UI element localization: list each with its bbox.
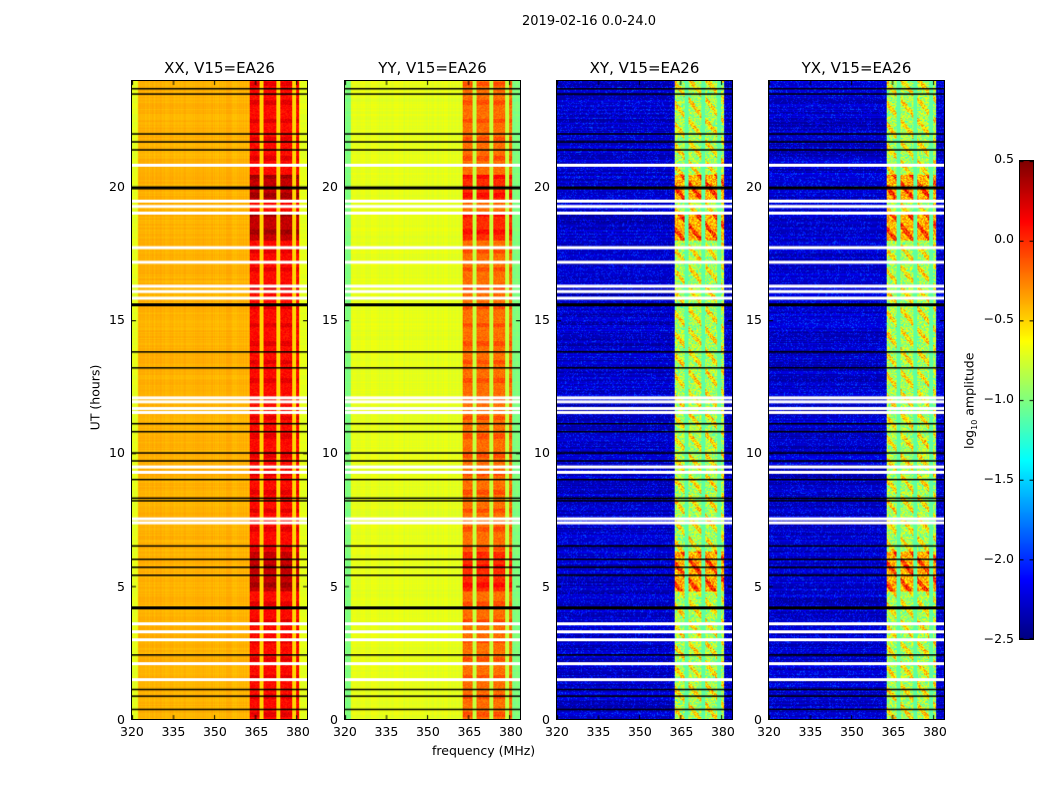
y-tick-label: 0 (542, 712, 550, 727)
x-tick-label: 380 (710, 724, 735, 739)
colorbar-tick-label: −2.0 (983, 551, 1014, 566)
colorbar-tick-label: −0.5 (983, 311, 1014, 326)
x-tick-label: 320 (757, 724, 781, 739)
y-tick-label: 5 (330, 578, 338, 594)
y-tick-label: 0 (117, 712, 125, 727)
y-tick-label: 20 (746, 178, 762, 194)
y-tick-label: 5 (754, 578, 762, 594)
colorbar-label: log10 amplitude (961, 352, 979, 449)
y-tick-label: 0 (330, 712, 338, 727)
x-tick-label: 350 (839, 724, 864, 739)
figure-title: 2019-02-16 0.0-24.0 (522, 14, 656, 29)
x-tick-label: 365 (881, 724, 906, 739)
heatmap-yx (768, 80, 945, 720)
x-tick-label: 335 (586, 724, 611, 739)
y-tick-label: 15 (109, 312, 125, 327)
y-tick-label: 20 (534, 178, 550, 194)
x-tick-label: 350 (415, 724, 440, 739)
y-tick-label: 15 (746, 312, 762, 327)
y-axis-label: UT (hours) (87, 364, 103, 431)
y-tick-label: 20 (322, 178, 338, 194)
x-tick-label: 350 (627, 724, 652, 739)
panel-title-xy: XY, V15=EA26 (589, 59, 700, 77)
x-tick-label: 365 (244, 724, 269, 739)
panel-title-yx: YX, V15=EA26 (801, 59, 912, 77)
y-tick-label: 10 (109, 445, 125, 461)
panel-title-xx: XX, V15=EA26 (164, 59, 275, 77)
x-tick-label: 380 (498, 724, 523, 739)
x-tick-label: 350 (202, 724, 227, 739)
y-tick-label: 10 (746, 445, 762, 461)
y-tick-label: 10 (534, 445, 550, 461)
x-tick-label: 380 (922, 724, 947, 739)
colorbar-tick-label: −2.5 (983, 631, 1014, 646)
y-tick-label: 5 (117, 578, 125, 594)
colorbar (1019, 160, 1034, 640)
y-tick-label: 10 (322, 445, 338, 461)
x-tick-label: 335 (161, 724, 186, 739)
x-tick-label: 320 (333, 724, 357, 739)
x-tick-label: 335 (374, 724, 399, 739)
y-tick-label: 15 (322, 312, 338, 327)
colorbar-tick-label: −1.5 (983, 471, 1014, 486)
x-tick-label: 335 (798, 724, 823, 739)
x-tick-label: 320 (545, 724, 569, 739)
panel-title-yy: YY, V15=EA26 (378, 59, 487, 77)
y-tick-label: 5 (542, 578, 550, 594)
colorbar-tick-label: 0.5 (994, 151, 1014, 166)
x-tick-label: 365 (669, 724, 694, 739)
heatmap-xx (131, 80, 308, 720)
heatmap-yy (344, 80, 521, 720)
x-tick-label: 380 (285, 724, 310, 739)
y-tick-label: 20 (109, 178, 125, 194)
y-tick-label: 0 (754, 712, 762, 727)
x-axis-label: frequency (MHz) (432, 743, 536, 758)
colorbar-tick-label: 0.0 (994, 231, 1014, 246)
x-tick-label: 365 (457, 724, 482, 739)
heatmap-xy (556, 80, 733, 720)
colorbar-tick-label: −1.0 (983, 391, 1014, 406)
x-tick-label: 320 (120, 724, 144, 739)
y-tick-label: 15 (534, 312, 550, 327)
